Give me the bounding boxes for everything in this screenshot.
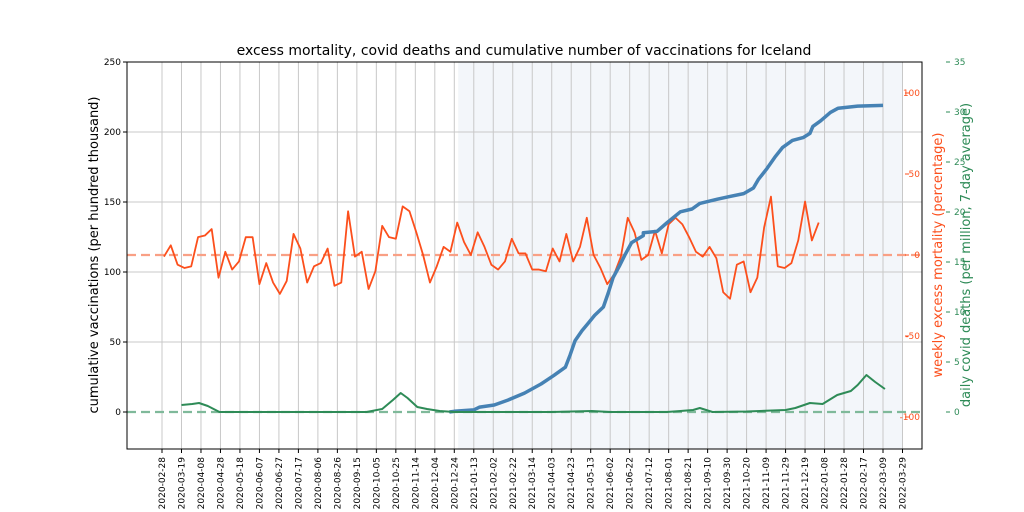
green-tick-label: 5 — [954, 358, 960, 368]
x-tick-label: 2020-06-27 — [275, 457, 285, 509]
green-axis-label: daily covid deaths (per million, 7-day a… — [959, 103, 974, 407]
chart-title: excess mortality, covid deaths and cumul… — [237, 43, 812, 59]
x-tick-label: 2020-10-05 — [372, 457, 382, 509]
x-tick-label: 2020-12-04 — [431, 457, 441, 510]
left-tick-label: 150 — [104, 198, 121, 208]
plot-frame — [126, 61, 923, 450]
x-tick-label: 2020-08-06 — [314, 457, 324, 510]
x-tick-label: 2022-01-08 — [821, 457, 831, 510]
orange-tick-label: 50 — [909, 170, 921, 180]
x-tick-label: 2021-06-22 — [626, 457, 636, 509]
orange-axis-label: weekly excess mortality (percentage) — [931, 133, 946, 378]
x-tick-label: 2021-04-03 — [548, 457, 558, 509]
x-tick-label: 2020-03-19 — [177, 457, 187, 510]
orange-tick-label: -50 — [905, 332, 920, 342]
x-tick-label: 2020-10-25 — [392, 457, 402, 509]
x-tick-label: 2021-11-09 — [762, 457, 772, 510]
x-tick-label: 2021-07-12 — [645, 457, 655, 509]
x-tick-label: 2021-09-10 — [704, 457, 714, 510]
series-line-cumulative-vaccinations — [449, 103, 884, 414]
left-tick-label: 100 — [104, 268, 121, 278]
series-line-weekly-excess-mortality — [163, 195, 820, 300]
green-tick-label: 35 — [954, 58, 965, 68]
green-tick-label: 0 — [954, 408, 960, 418]
x-tick-label: 2020-07-17 — [294, 457, 304, 509]
left-tick-label: 0 — [115, 408, 121, 418]
x-tick-label: 2021-05-13 — [587, 457, 597, 509]
x-tick-label: 2021-12-19 — [801, 457, 811, 510]
x-tick-label: 2020-02-28 — [158, 457, 168, 510]
x-tick-label: 2021-02-22 — [509, 457, 519, 509]
green-tick-label: 30 — [954, 108, 966, 118]
x-tick-label: 2021-01-13 — [470, 457, 480, 509]
x-tick-label: 2020-12-24 — [450, 457, 460, 510]
green-tick-label: 20 — [954, 208, 966, 218]
x-tick-label: 2020-05-18 — [236, 457, 246, 510]
x-tick-label: 2022-03-29 — [898, 457, 908, 510]
x-tick-label: 2020-04-08 — [197, 457, 207, 510]
orange-tick-label: 100 — [903, 89, 920, 99]
orange-tick-label: 0 — [914, 251, 920, 261]
left-axis-label: cumulative vaccinations (per hundred tho… — [87, 96, 102, 413]
x-tick-label: 2021-11-29 — [782, 457, 792, 510]
x-tick-label: 2020-04-28 — [216, 457, 226, 510]
x-tick-label: 2022-03-09 — [879, 457, 889, 510]
green-tick-label: 25 — [954, 158, 965, 168]
x-tick-label: 2021-02-02 — [489, 457, 499, 509]
x-tick-label: 2021-04-23 — [567, 457, 577, 509]
x-tick-label: 2020-08-26 — [333, 457, 343, 510]
x-tick-label: 2021-06-02 — [606, 457, 616, 509]
x-tick-label: 2021-08-01 — [665, 457, 675, 509]
green-tick-label: 15 — [954, 258, 965, 268]
green-tick-label: 10 — [954, 308, 966, 318]
series-line-daily-covid-deaths — [181, 374, 886, 413]
orange-tick-label: -100 — [900, 413, 921, 423]
x-tick-label: 2021-03-14 — [528, 457, 538, 510]
x-tick-label: 2020-11-14 — [411, 457, 421, 510]
left-tick-label: 50 — [110, 338, 122, 348]
x-tick-label: 2020-09-15 — [353, 457, 363, 509]
x-tick-label: 2020-06-07 — [255, 457, 265, 509]
left-tick-label: 250 — [104, 58, 121, 68]
x-tick-label: 2021-10-20 — [743, 457, 753, 510]
x-tick-label: 2022-01-28 — [840, 457, 850, 510]
x-tick-label: 2021-09-30 — [723, 457, 733, 510]
left-tick-label: 200 — [104, 128, 121, 138]
x-tick-label: 2022-02-17 — [860, 457, 870, 509]
x-tick-label: 2021-08-21 — [684, 457, 694, 509]
